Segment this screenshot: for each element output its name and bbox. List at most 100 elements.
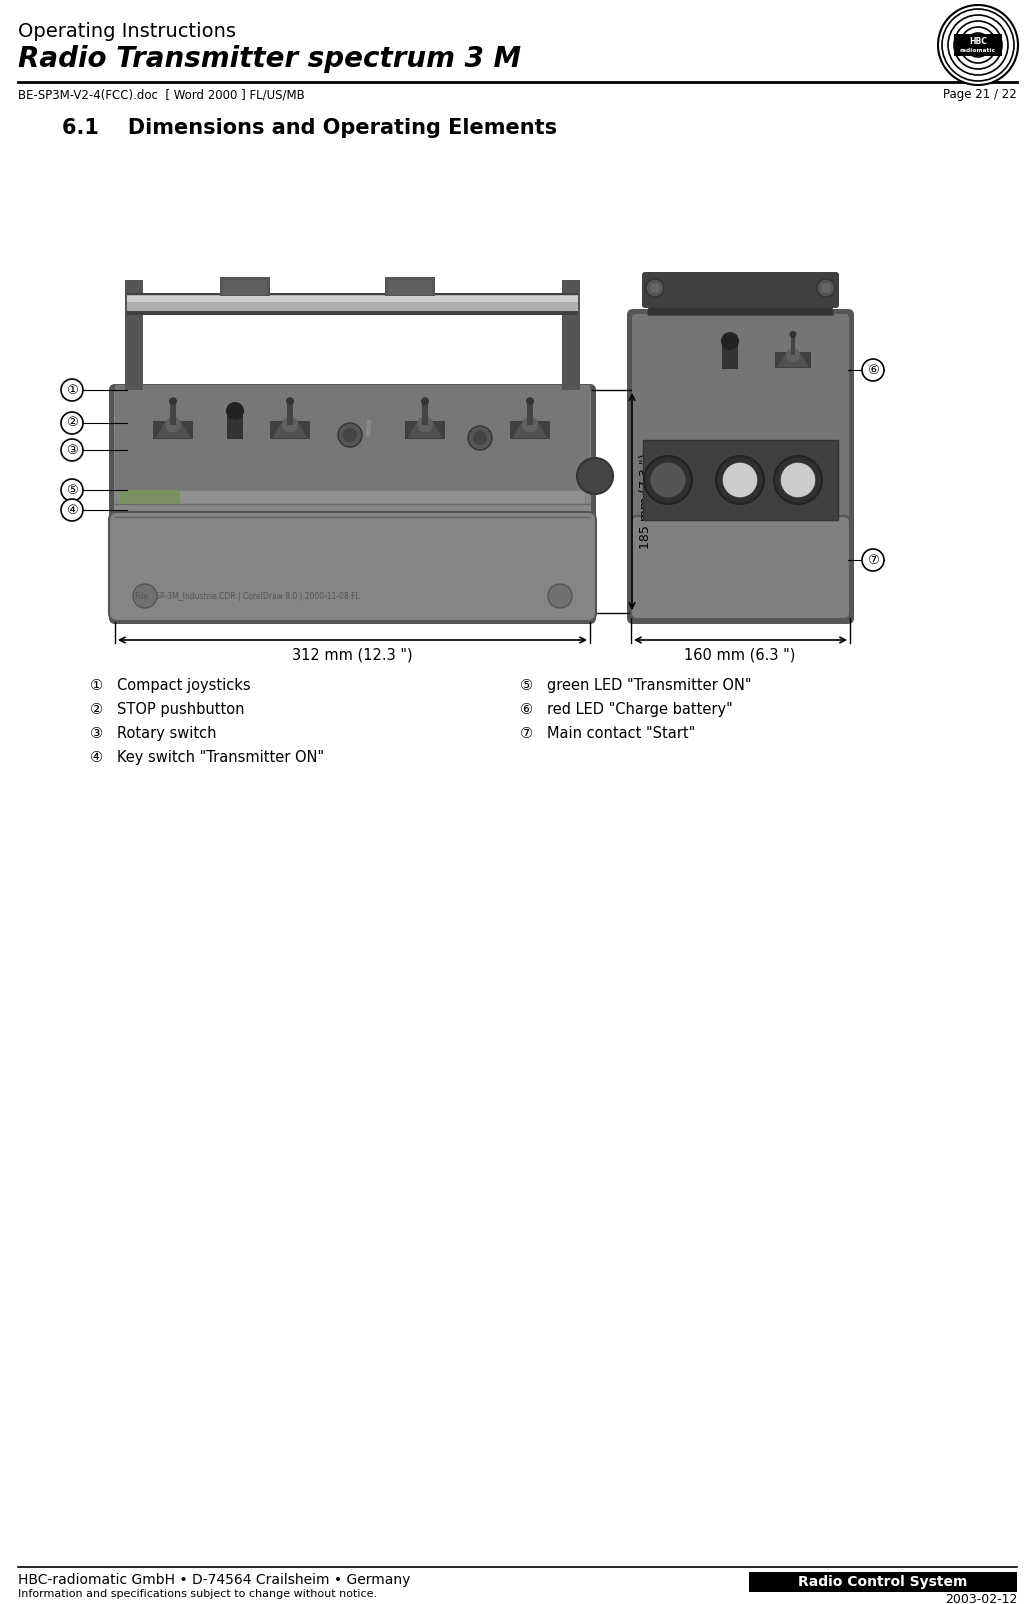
- Bar: [115, 385, 590, 489]
- Circle shape: [817, 279, 835, 297]
- Text: ⑦: ⑦: [867, 553, 879, 566]
- Polygon shape: [778, 354, 807, 366]
- Circle shape: [960, 27, 996, 63]
- Circle shape: [61, 379, 83, 401]
- Circle shape: [61, 439, 83, 460]
- Text: HBC-radiomatic GmbH • D-74564 Crailsheim • Germany: HBC-radiomatic GmbH • D-74564 Crailsheim…: [18, 1574, 410, 1586]
- Ellipse shape: [650, 462, 686, 497]
- Circle shape: [862, 359, 884, 382]
- Text: Operating Instructions: Operating Instructions: [18, 22, 236, 42]
- Text: Radio Transmitter spectrum 3 M: Radio Transmitter spectrum 3 M: [18, 45, 522, 74]
- Text: Page 21 / 22: Page 21 / 22: [943, 88, 1017, 101]
- Circle shape: [343, 428, 357, 443]
- Circle shape: [938, 5, 1018, 85]
- Text: ⑥   red LED "Charge battery": ⑥ red LED "Charge battery": [520, 703, 733, 717]
- Circle shape: [169, 398, 177, 406]
- Bar: [270, 420, 309, 439]
- Circle shape: [282, 417, 298, 433]
- Circle shape: [417, 417, 433, 433]
- Bar: [120, 489, 585, 504]
- Ellipse shape: [722, 462, 758, 497]
- Polygon shape: [156, 425, 189, 438]
- Circle shape: [966, 34, 990, 58]
- Polygon shape: [274, 425, 306, 438]
- Circle shape: [226, 403, 244, 420]
- Circle shape: [650, 282, 660, 294]
- Ellipse shape: [716, 456, 764, 504]
- Circle shape: [522, 417, 538, 433]
- Circle shape: [134, 584, 157, 608]
- Circle shape: [646, 279, 664, 297]
- FancyBboxPatch shape: [114, 390, 591, 619]
- Bar: [223, 281, 267, 295]
- Ellipse shape: [644, 456, 692, 504]
- Text: ②   STOP pushbutton: ② STOP pushbutton: [90, 703, 244, 717]
- Text: ⑥: ⑥: [867, 364, 879, 377]
- Bar: [227, 411, 243, 439]
- Circle shape: [338, 423, 362, 448]
- Bar: [153, 420, 193, 439]
- FancyBboxPatch shape: [109, 383, 596, 624]
- Text: ③   Rotary switch: ③ Rotary switch: [90, 727, 216, 741]
- Bar: [171, 401, 176, 425]
- Text: File:  SP-3M_Industrie.CDR | CorelDraw 8.0 | 2000-11-08 FL: File: SP-3M_Industrie.CDR | CorelDraw 8.…: [135, 592, 360, 602]
- Text: ②: ②: [66, 417, 78, 430]
- Text: ①: ①: [66, 383, 78, 396]
- Bar: [288, 401, 293, 425]
- Circle shape: [421, 398, 428, 406]
- FancyBboxPatch shape: [642, 273, 839, 308]
- Text: Radio Control System: Radio Control System: [798, 1575, 968, 1590]
- Text: ⑦   Main contact "Start": ⑦ Main contact "Start": [520, 727, 696, 741]
- Circle shape: [942, 10, 1014, 80]
- Text: BE-SP3M-V2-4(FCC).doc  [ Word 2000 ] FL/US/MB: BE-SP3M-V2-4(FCC).doc [ Word 2000 ] FL/U…: [18, 88, 304, 101]
- Polygon shape: [648, 274, 833, 314]
- Bar: [422, 401, 427, 425]
- Text: ④   Key switch "Transmitter ON": ④ Key switch "Transmitter ON": [90, 751, 324, 765]
- Circle shape: [365, 411, 375, 420]
- Text: 312 mm (12.3 "): 312 mm (12.3 "): [292, 648, 412, 662]
- Text: ⑤: ⑤: [66, 483, 78, 497]
- Text: radiomatic: radiomatic: [960, 48, 996, 53]
- Bar: [527, 401, 533, 425]
- FancyBboxPatch shape: [632, 314, 849, 619]
- Bar: [120, 489, 180, 504]
- Ellipse shape: [774, 456, 822, 504]
- Circle shape: [862, 549, 884, 571]
- Bar: [562, 281, 580, 390]
- Text: HBC: HBC: [969, 37, 987, 47]
- Circle shape: [948, 14, 1008, 75]
- Polygon shape: [513, 425, 546, 438]
- Circle shape: [61, 499, 83, 521]
- Circle shape: [790, 330, 797, 338]
- Bar: [510, 420, 550, 439]
- Bar: [775, 351, 810, 367]
- Bar: [388, 281, 432, 295]
- Circle shape: [468, 427, 492, 451]
- Circle shape: [286, 398, 294, 406]
- Bar: [643, 439, 838, 520]
- Text: 2003-02-12: 2003-02-12: [945, 1593, 1017, 1604]
- Bar: [127, 297, 578, 302]
- FancyBboxPatch shape: [631, 516, 850, 619]
- Text: ⑤   green LED "Transmitter ON": ⑤ green LED "Transmitter ON": [520, 678, 751, 693]
- Circle shape: [473, 431, 487, 444]
- FancyBboxPatch shape: [627, 310, 854, 624]
- Bar: [220, 277, 270, 297]
- Circle shape: [786, 348, 800, 363]
- Circle shape: [954, 21, 1002, 69]
- Bar: [127, 295, 578, 311]
- Bar: [722, 342, 738, 369]
- Bar: [954, 34, 1002, 56]
- Text: ④: ④: [66, 504, 78, 516]
- Circle shape: [61, 480, 83, 500]
- Circle shape: [576, 459, 613, 494]
- Bar: [749, 1572, 1017, 1593]
- Circle shape: [61, 412, 83, 435]
- Text: 185 mm (7.3 "): 185 mm (7.3 "): [640, 454, 652, 549]
- Circle shape: [548, 584, 572, 608]
- Circle shape: [821, 282, 831, 294]
- Text: ①   Compact joysticks: ① Compact joysticks: [90, 678, 250, 693]
- Bar: [405, 420, 445, 439]
- Circle shape: [526, 398, 534, 406]
- Text: Information and specifications subject to change without notice.: Information and specifications subject t…: [18, 1590, 377, 1599]
